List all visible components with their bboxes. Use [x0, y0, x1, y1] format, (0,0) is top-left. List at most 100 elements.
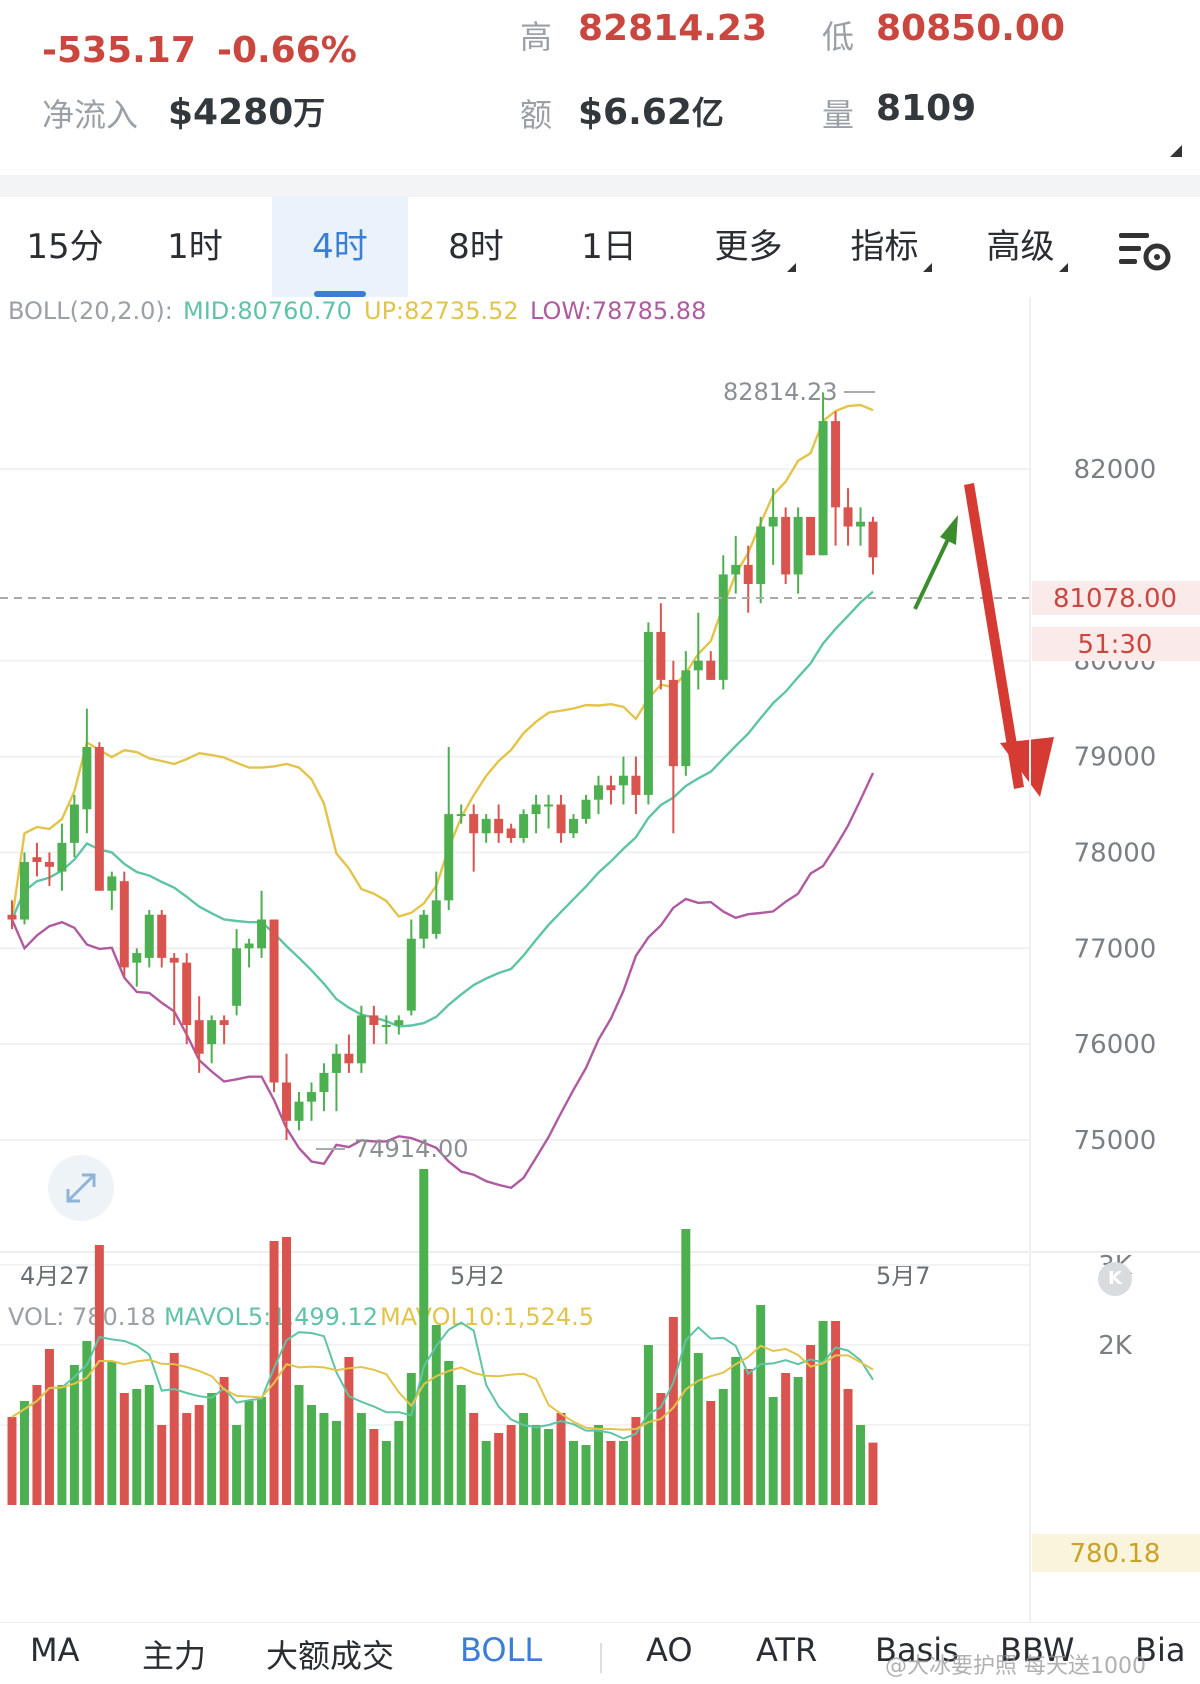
volume-bar: [132, 1389, 142, 1505]
volume-bar: [232, 1425, 242, 1505]
tab-4h[interactable]: 4时: [272, 197, 408, 297]
volume-bar: [19, 1401, 29, 1505]
date-label-1: 4月27: [20, 1262, 90, 1290]
indicator-atr[interactable]: ATR: [756, 1631, 818, 1669]
volume-bar: [494, 1433, 504, 1505]
candle-body: [569, 818, 579, 834]
tab-1d[interactable]: 1日: [544, 197, 674, 297]
price-header: -535.17 -0.66% 净流入 $4280万 高 82814.23 低 8…: [0, 0, 1200, 175]
candle-body: [456, 814, 466, 817]
candle-body: [107, 876, 117, 891]
indicator-main-force[interactable]: 主力: [142, 1637, 207, 1675]
volume-bar: [394, 1421, 404, 1505]
boll-mid-line: [10, 590, 874, 1028]
candle-body: [681, 670, 691, 767]
candle-body: [831, 421, 841, 508]
volume-bar: [481, 1441, 491, 1505]
volume-bar: [593, 1425, 603, 1505]
candle-body: [606, 785, 616, 791]
expand-button[interactable]: [48, 1155, 114, 1221]
tab-more[interactable]: 更多: [700, 197, 810, 297]
volume-bar: [419, 1169, 429, 1505]
tab-indicators[interactable]: 指标: [836, 197, 946, 297]
candle-body: [381, 1024, 391, 1027]
indicator-ao[interactable]: AO: [646, 1631, 693, 1669]
active-tab-indicator: [314, 291, 366, 297]
volume-bar: [856, 1425, 866, 1505]
candle-body: [69, 804, 79, 843]
volume-bar: [194, 1405, 204, 1505]
candle-body: [269, 919, 279, 1083]
price-axis-label: 82000: [1074, 455, 1157, 485]
red-arrow-icon: [964, 483, 1054, 797]
candle-body: [194, 1020, 204, 1054]
candle-body: [369, 1015, 379, 1025]
candle-body: [631, 775, 641, 795]
volume-bar: [643, 1345, 653, 1505]
indicator-boll[interactable]: BOLL: [460, 1631, 543, 1669]
candle-body: [656, 631, 666, 680]
tab-1h[interactable]: 1时: [130, 197, 260, 297]
indicator-bias[interactable]: Bia: [1135, 1631, 1186, 1669]
candle-body: [581, 799, 591, 819]
candle-body: [431, 900, 441, 934]
jump-latest-button[interactable]: K: [1098, 1262, 1132, 1296]
candle-body: [556, 804, 566, 834]
volume-bar: [331, 1421, 341, 1505]
indicator-ma[interactable]: MA: [30, 1631, 80, 1669]
volume-bar: [182, 1413, 192, 1505]
candle-body: [294, 1101, 304, 1121]
current-volume-bg: [1032, 1534, 1200, 1572]
volume-bar: [244, 1401, 254, 1505]
candle-body: [481, 818, 491, 834]
indicator-large-trades[interactable]: 大额成交: [266, 1637, 395, 1675]
boll-label: BOLL(20,2.0):: [8, 297, 173, 325]
candle-body: [306, 1092, 316, 1102]
boll-mid: MID:80760.70: [183, 297, 352, 325]
collapse-triangle-icon[interactable]: [1170, 145, 1182, 157]
tab-8h[interactable]: 8时: [408, 197, 544, 297]
mavol10-label: MAVOL10:1,524.5: [380, 1303, 594, 1331]
tab-label: 1时: [167, 227, 223, 267]
boll-lower-line: [10, 772, 875, 1190]
volume-bar: [282, 1237, 292, 1505]
volume-bar: [269, 1241, 279, 1505]
chart-settings-icon[interactable]: [1115, 225, 1175, 275]
candle-body: [219, 1020, 229, 1025]
volume-bar: [618, 1441, 628, 1505]
volume-bar: [843, 1389, 853, 1505]
volume-bar: [144, 1385, 154, 1505]
netflow-label: 净流入: [42, 96, 139, 134]
kline-chart[interactable]: BOLL(20,2.0): MID:80760.70 UP:82735.52 L…: [0, 297, 1200, 1622]
netflow-unit: 万: [293, 94, 326, 132]
amount-unit: 亿: [691, 94, 724, 132]
candle-body: [843, 507, 853, 527]
boll-upper-line: [10, 403, 874, 920]
volume-bar: [656, 1393, 666, 1505]
volume-bar: [107, 1361, 117, 1505]
candle-body: [57, 842, 67, 872]
candle-body: [668, 679, 678, 767]
tab-label: 15分: [26, 227, 104, 267]
volume-bars: [7, 1169, 878, 1505]
volume-bar: [544, 1429, 554, 1505]
tab-label: 高级: [986, 227, 1055, 267]
candle-body: [868, 521, 878, 558]
candle-body: [182, 962, 192, 1025]
candle-body: [257, 919, 267, 949]
volume-bar: [319, 1413, 329, 1505]
volume-value: 8109: [876, 88, 977, 129]
volume-bar: [756, 1305, 766, 1505]
candle-body: [344, 1053, 354, 1064]
candle-body: [593, 785, 603, 800]
indicator-bbw[interactable]: BBW: [1000, 1631, 1075, 1669]
candle-body: [169, 957, 179, 963]
tab-advanced[interactable]: 高级: [972, 197, 1082, 297]
volume-bar: [356, 1413, 366, 1505]
tab-15m[interactable]: 15分: [0, 197, 130, 297]
candle-body: [469, 814, 479, 834]
volume-bar: [693, 1353, 703, 1505]
indicator-basis[interactable]: Basis: [875, 1631, 959, 1669]
dropdown-triangle-icon: [922, 263, 932, 272]
volume-bar: [681, 1229, 691, 1505]
